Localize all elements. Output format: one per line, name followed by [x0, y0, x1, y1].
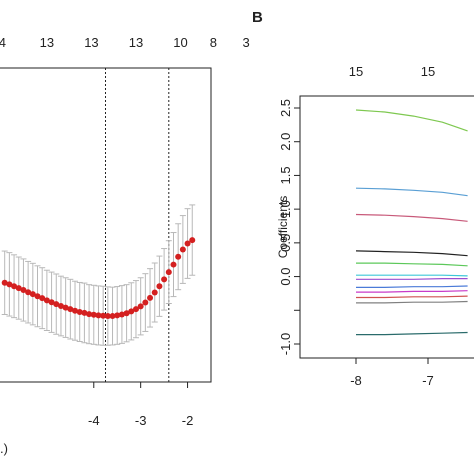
left-x-tick-label: -2	[182, 413, 194, 428]
left-point	[161, 276, 168, 283]
right-coefficient-paths	[355, 109, 468, 336]
left-point	[132, 306, 139, 313]
right-x-ticks: -8 -7	[350, 358, 434, 388]
left-point	[11, 283, 18, 290]
coefficient-path	[355, 250, 468, 257]
right-y-tick-label: 2.5	[278, 99, 293, 117]
left-point	[15, 285, 22, 292]
left-point	[184, 240, 191, 247]
right-top-counts: 15 15	[349, 64, 435, 79]
left-x-tick-label: -4	[88, 413, 100, 428]
left-point	[25, 289, 32, 296]
left-point	[6, 281, 13, 288]
left-point	[34, 293, 41, 300]
left-point	[123, 310, 130, 317]
right-y-tick-label: 0.0	[278, 268, 293, 286]
coefficient-path	[356, 278, 468, 280]
left-point	[170, 261, 177, 268]
left-point	[39, 295, 46, 302]
coefficient-path	[356, 274, 468, 277]
left-x-tick-label: -3	[135, 413, 147, 428]
left-point	[109, 313, 116, 320]
right-y-tick-label: 2.0	[278, 133, 293, 151]
right-y-tick-label: 0.5	[278, 234, 293, 252]
left-point	[81, 309, 88, 316]
left-top-count: 8	[210, 35, 217, 50]
right-y-tick-label: 1.0	[278, 200, 293, 218]
left-point	[76, 308, 83, 315]
right-y-ticks: 2.5 2.0 1.5 1.0 0.5 0.0 -1.0	[278, 99, 300, 355]
left-panel: 4 13 13 13 10 8 3 -4 -3 -2 .)	[0, 35, 250, 456]
left-points	[1, 237, 196, 320]
left-point	[175, 253, 182, 260]
left-point	[156, 283, 163, 290]
right-y-tick-label: -1.0	[278, 333, 293, 355]
left-point	[67, 306, 74, 313]
left-point	[43, 297, 50, 304]
left-top-count: 3	[243, 35, 250, 50]
left-point	[20, 286, 27, 293]
left-point	[118, 311, 125, 318]
left-top-count: 13	[40, 35, 54, 50]
left-point	[151, 289, 158, 296]
left-point	[1, 279, 8, 286]
left-point	[72, 307, 79, 314]
left-point	[57, 303, 64, 310]
left-point	[179, 246, 186, 253]
left-point	[142, 299, 149, 306]
left-point	[137, 303, 144, 310]
left-x-ticks: -4 -3 -2	[88, 382, 193, 428]
coefficient-path	[355, 187, 468, 197]
left-point	[48, 299, 55, 306]
left-point	[165, 269, 172, 276]
right-y-axis-title: Coefficients	[276, 196, 290, 258]
left-point	[62, 304, 69, 311]
coefficient-path	[356, 331, 468, 336]
left-point	[53, 301, 60, 308]
right-top-count: 15	[421, 64, 435, 79]
coefficient-path	[356, 262, 468, 267]
left-point	[86, 311, 93, 318]
coefficient-path	[356, 290, 468, 293]
left-point	[104, 313, 111, 320]
right-y-tick-label: 1.5	[278, 166, 293, 184]
right-panel: B 15 15 2.52.01.51.00.50.0-1.0 -8 -7 Coeff…	[252, 9, 474, 388]
left-top-count: 10	[173, 35, 187, 50]
coefficient-path	[355, 213, 468, 222]
left-point	[128, 308, 135, 315]
left-point	[90, 311, 97, 318]
left-reference-lines	[105, 68, 170, 382]
left-top-count: 13	[84, 35, 98, 50]
right-plot-frame	[299, 95, 474, 359]
panel-label-b: B	[252, 9, 263, 26]
left-top-count: 13	[129, 35, 143, 50]
coefficient-path	[355, 109, 468, 132]
right-top-count: 15	[349, 64, 363, 79]
left-point	[100, 312, 107, 319]
left-top-count: 4	[0, 35, 6, 50]
left-point	[147, 294, 154, 301]
left-top-counts: 4 13 13 13 10 8 3	[0, 35, 250, 50]
coefficient-path	[356, 285, 468, 288]
right-x-tick-label: -7	[422, 373, 434, 388]
left-x-axis-label-fragment: .)	[0, 441, 8, 456]
left-point	[189, 237, 196, 244]
left-error-bars	[1, 204, 196, 346]
right-x-tick-label: -8	[350, 373, 362, 388]
left-point	[29, 291, 36, 298]
coefficient-path	[356, 300, 468, 304]
coefficient-path	[356, 295, 468, 299]
left-point	[95, 312, 102, 319]
left-point	[114, 312, 121, 319]
